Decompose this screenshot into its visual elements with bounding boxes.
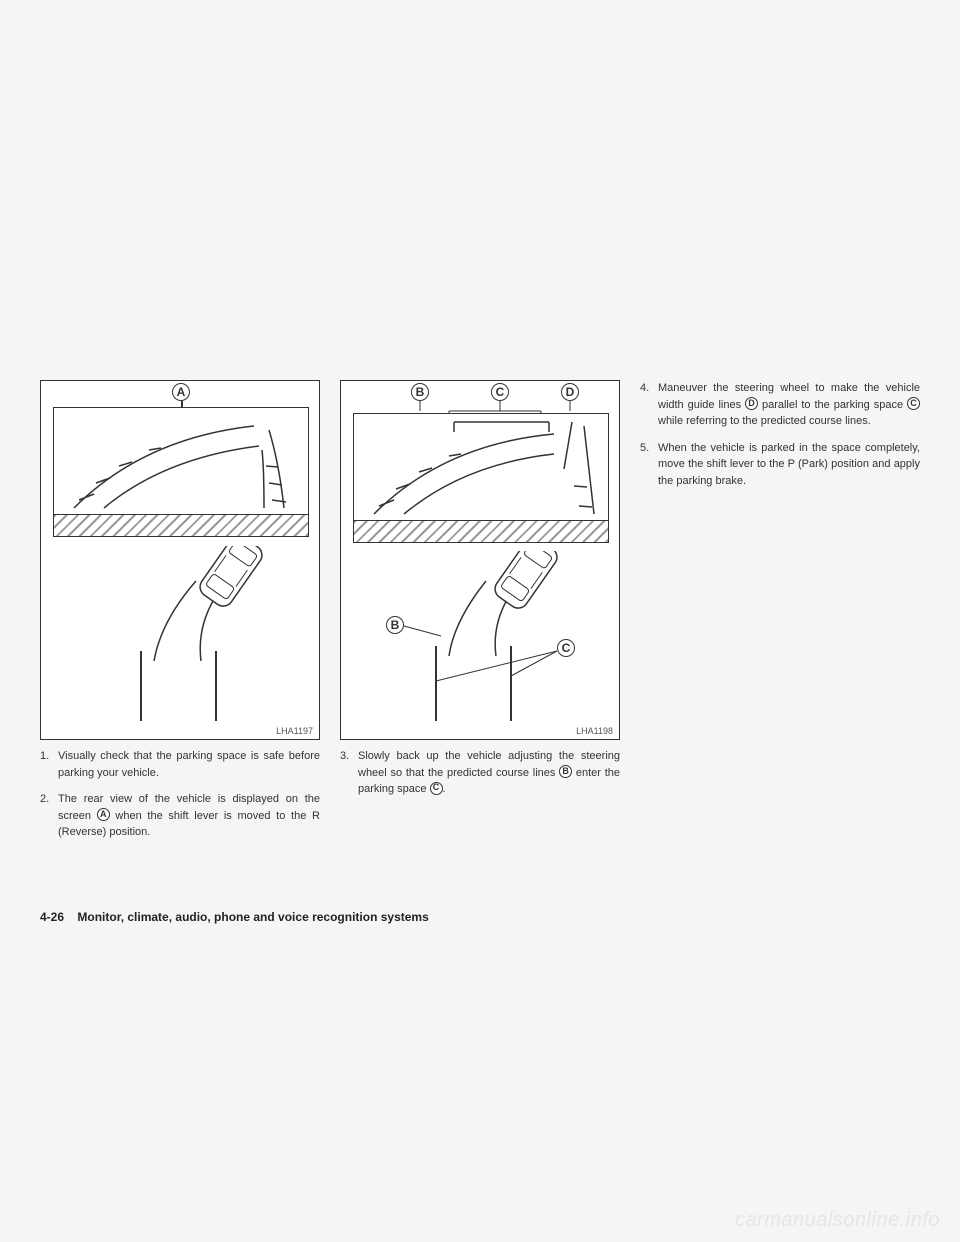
step-4: 4. Maneuver the steering wheel to make t… [640, 380, 920, 430]
step-1-num: 1. [40, 748, 58, 781]
manual-page: A [40, 380, 920, 851]
car-scene-right [341, 551, 621, 741]
page-footer: 4-26 Monitor, climate, audio, phone and … [40, 910, 429, 924]
step-3-circle2: C [430, 782, 443, 795]
figure-left: A [40, 380, 320, 740]
step-5-num: 5. [640, 440, 658, 490]
step-4-text: Maneuver the steering wheel to make the … [658, 380, 920, 430]
step-4-post: while referring to the predicted course … [658, 415, 871, 427]
watermark: carmanualsonline.info [735, 1209, 940, 1232]
callout-a-label: A [177, 385, 186, 399]
figure-code-left: LHA1197 [276, 726, 313, 736]
column-3: 4. Maneuver the steering wheel to make t… [640, 380, 920, 851]
rearview-screen-right [353, 413, 609, 543]
steps-col3: 4. Maneuver the steering wheel to make t… [640, 380, 920, 489]
callout-a: A [172, 383, 190, 401]
step-4-circle2: C [907, 397, 920, 410]
step-5: 5. When the vehicle is parked in the spa… [640, 440, 920, 490]
hatch-band-right [354, 520, 608, 542]
step-3-num: 3. [340, 748, 358, 798]
callout-d-label: D [566, 385, 575, 399]
step-4-circle1: D [745, 397, 758, 410]
callout-c2-label: C [562, 641, 571, 655]
callout-b-bottom: B [386, 616, 404, 634]
step-2-num: 2. [40, 791, 58, 841]
car-scene-left [41, 546, 321, 746]
callout-b2-label: B [391, 618, 400, 632]
step-1: 1. Visually check that the parking space… [40, 748, 320, 781]
step-3: 3. Slowly back up the vehicle adjusting … [340, 748, 620, 798]
step-4-mid: parallel to the parking space [758, 399, 907, 411]
callout-c-label: C [496, 385, 505, 399]
page-number: 4-26 [40, 910, 64, 924]
callout-b-label: B [416, 385, 425, 399]
column-2: B C D [340, 380, 620, 851]
hatch-band-left [54, 514, 308, 536]
section-title: Monitor, climate, audio, phone and voice… [77, 910, 428, 924]
callout-c-bottom: C [557, 639, 575, 657]
step-1-text: Visually check that the parking space is… [58, 748, 320, 781]
step-3-text: Slowly back up the vehicle adjusting the… [358, 748, 620, 798]
step-4-num: 4. [640, 380, 658, 430]
column-1: A [40, 380, 320, 851]
steps-col2: 3. Slowly back up the vehicle adjusting … [340, 748, 620, 798]
step-5-text: When the vehicle is parked in the space … [658, 440, 920, 490]
rearview-screen-left [53, 407, 309, 537]
step-2: 2. The rear view of the vehicle is displ… [40, 791, 320, 841]
figure-right: B C D [340, 380, 620, 740]
content-columns: A [40, 380, 920, 851]
step-2-circle: A [97, 808, 110, 821]
steps-col1: 1. Visually check that the parking space… [40, 748, 320, 841]
step-3-post: . [443, 783, 446, 795]
figure-code-right: LHA1198 [576, 726, 613, 736]
step-2-text: The rear view of the vehicle is displaye… [58, 791, 320, 841]
step-3-circle1: B [559, 765, 572, 778]
